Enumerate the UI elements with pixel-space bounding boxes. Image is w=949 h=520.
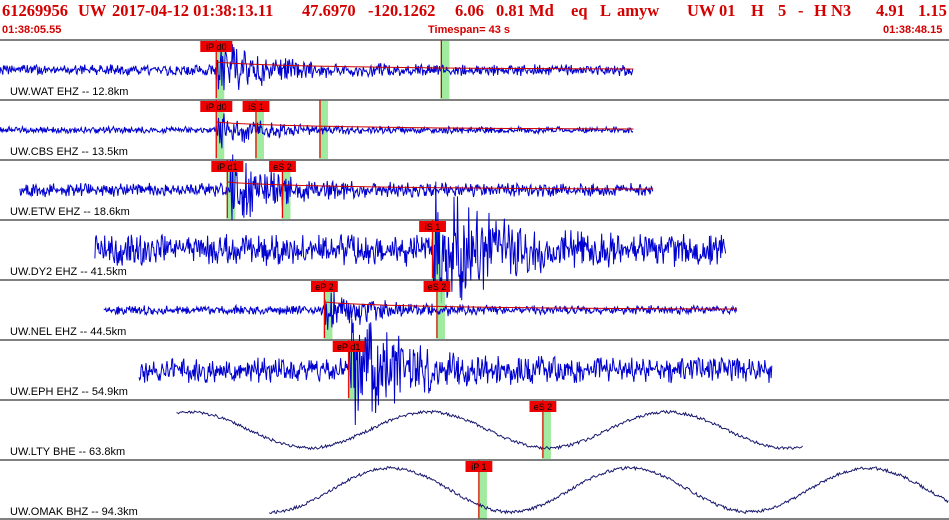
pick-label: eP 2 xyxy=(315,282,333,292)
origin-datetime: 2017-04-12 01:38:13.11 xyxy=(112,1,274,20)
pick-band xyxy=(431,221,441,279)
channel-label: UW.DY2 EHZ -- 41.5km xyxy=(10,266,127,278)
trace-panel: eS 2 UW.LTY BHE -- 63.8km xyxy=(0,399,949,459)
pick-band xyxy=(323,281,333,339)
dash: - xyxy=(798,1,804,20)
event-header: 61269956 UW 2017-04-12 01:38:13.11 47.69… xyxy=(0,0,949,38)
event-id: 61269956 xyxy=(2,1,68,20)
pick-label-box xyxy=(529,401,557,412)
waveform-trace xyxy=(0,113,634,149)
trace-panel: iP d0 UW.WAT EHZ -- 12.8km xyxy=(0,39,949,99)
waveform-trace xyxy=(268,465,949,515)
pick-label: iP d0 xyxy=(206,42,226,52)
pick-label-box xyxy=(211,161,244,172)
value-1: 4.91 xyxy=(876,1,905,20)
value-2: 1.15 xyxy=(918,1,947,20)
channel-label: UW.ETW EHZ -- 18.6km xyxy=(10,206,130,218)
event-type: eq xyxy=(571,1,588,20)
event-summary-line: 61269956 UW 2017-04-12 01:38:13.11 47.69… xyxy=(0,1,949,23)
coda-fit-line xyxy=(227,181,654,190)
magnitude: 0.81 Md xyxy=(496,1,554,20)
trace-panel: eP 2 eS 2 UW.NEL EHZ -- 44.5km xyxy=(0,279,949,339)
pick-label: eS 2 xyxy=(273,162,292,172)
channel-label: UW.WAT EHZ -- 12.8km xyxy=(10,86,128,98)
waveform-trace xyxy=(0,44,634,91)
channel-label: UW.CBS EHZ -- 13.5km xyxy=(10,146,128,158)
waveform-trace xyxy=(19,154,654,220)
pick-band xyxy=(477,461,487,519)
end-time: 01:38:48.15 xyxy=(883,24,943,36)
pick-label-box xyxy=(200,41,233,52)
trace-panel: iS 1 UW.DY2 EHZ -- 41.5km xyxy=(0,181,949,304)
seismogram-panel[interactable]: iP d0 UW.WAT EHZ -- 12.8km iP d0 iS 1 UW.CBS… xyxy=(0,38,949,520)
waveform-trace xyxy=(94,181,727,304)
pick-label-box xyxy=(269,161,296,172)
trace-panel: iP d0 iS 1 UW.CBS EHZ -- 13.5km xyxy=(0,99,949,159)
location-flag: L xyxy=(600,1,612,20)
solution-network: UW xyxy=(687,1,716,20)
coda-fit-line xyxy=(216,61,634,70)
pick-label-box xyxy=(332,341,365,352)
pick-label: iP d0 xyxy=(206,102,226,112)
pick-label-box xyxy=(465,461,493,472)
pick-label-box xyxy=(242,101,270,112)
trace-panel: iP d1 eS 2 UW.ETW EHZ -- 18.6km xyxy=(0,154,949,220)
pick-label-box xyxy=(200,101,233,112)
waveform-trace xyxy=(138,318,773,426)
trace-panel: iP 1 UW.OMAK BHZ -- 94.3km xyxy=(0,459,949,519)
timespan-label: Timespan= 43 s xyxy=(428,24,511,36)
latitude: 47.6970 xyxy=(302,1,356,20)
pick-band xyxy=(541,401,551,459)
pick-label: iS 1 xyxy=(425,222,441,232)
pick-band xyxy=(347,341,357,399)
depth: 6.06 xyxy=(455,1,484,20)
pick-label: iS 1 xyxy=(248,102,264,112)
channel-label: UW.EPH EHZ -- 54.9km xyxy=(10,386,128,398)
pick-label-box xyxy=(419,221,446,232)
waveform-trace xyxy=(176,409,803,451)
waveform-trace xyxy=(103,289,737,330)
pick-label-box xyxy=(311,281,338,292)
time-axis-bar: 01:38:05.55 Timespan= 43 s 01:38:48.15 xyxy=(0,24,949,38)
coda-fit-line xyxy=(216,121,634,130)
channel-label: UW.NEL EHZ -- 44.5km xyxy=(10,326,126,338)
event-network: UW xyxy=(78,1,107,20)
quality: H N3 xyxy=(814,1,852,20)
trace-panel: eP d1 UW.EPH EHZ -- 54.9km xyxy=(0,318,949,426)
pick-label: iP 1 xyxy=(471,462,486,472)
longitude: -120.1262 xyxy=(368,1,436,20)
channel-label: UW.OMAK BHZ -- 94.3km xyxy=(10,506,138,518)
h-label: H xyxy=(751,1,764,20)
pick-label: eP d1 xyxy=(337,342,360,352)
solution-version: 01 xyxy=(719,1,736,20)
coda-fit-line xyxy=(324,301,738,310)
pick-label: eS 2 xyxy=(534,402,553,412)
pick-label-box xyxy=(423,281,451,292)
pick-label: iP d1 xyxy=(217,162,237,172)
pick-label: eS 2 xyxy=(428,282,447,292)
pick-band xyxy=(440,41,450,99)
start-time: 01:38:05.55 xyxy=(2,24,62,36)
solution-author: amyw xyxy=(617,1,660,20)
channel-label: UW.LTY BHE -- 63.8km xyxy=(10,446,125,458)
h-value: 5 xyxy=(778,1,787,20)
